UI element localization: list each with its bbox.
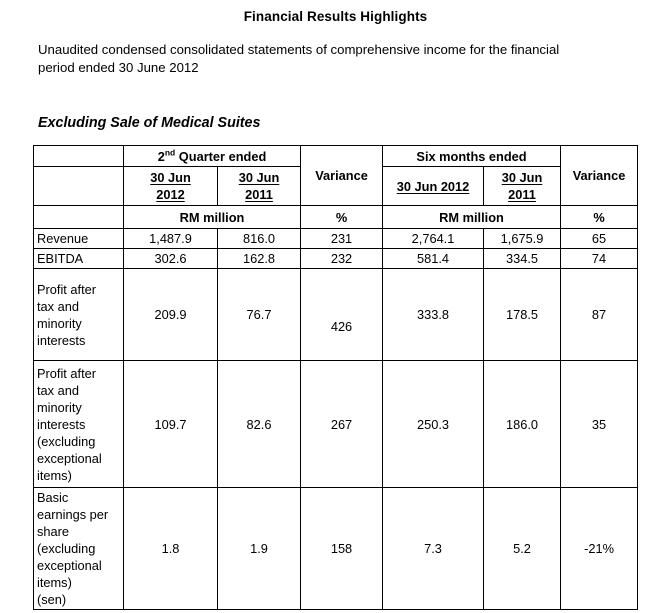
cell-value: 82.6 <box>216 360 302 488</box>
header-empty-cell <box>33 166 124 206</box>
row-label: Revenue <box>33 228 124 249</box>
table-header: 2nd Quarter ended Variance Six months en… <box>33 145 639 229</box>
cell-value: 426 <box>300 268 384 361</box>
intro-paragraph: Unaudited condensed consolidated stateme… <box>38 42 560 75</box>
cell-value: 2,764.1 <box>382 228 485 249</box>
table-row-basic-eps: Basic earnings per share (excluding exce… <box>33 487 639 610</box>
row-label: EBITDA <box>33 248 124 269</box>
financial-results-table: 2nd Quarter ended Variance Six months en… <box>33 145 639 610</box>
header-quarter-ended: 2nd Quarter ended <box>122 145 302 167</box>
cell-value: 76.7 <box>216 268 302 361</box>
header-empty-cell <box>33 145 124 167</box>
cell-value: 158 <box>300 487 384 610</box>
row-label: Profit after tax and minority interests … <box>33 360 124 488</box>
units-percent-six-months: % <box>560 205 639 229</box>
cell-value: 209.9 <box>123 268 218 361</box>
header-six-months-ended: Six months ended <box>382 145 562 167</box>
cell-value: 178.5 <box>483 268 562 361</box>
table-row-profit-after-tax: Profit after tax and minority interests … <box>33 268 639 361</box>
cell-value: 334.5 <box>483 248 562 269</box>
header-variance-six-months: Variance <box>560 145 639 206</box>
cell-value: 186.0 <box>483 360 562 488</box>
cell-value: 816.0 <box>216 228 302 249</box>
cell-value: 250.3 <box>382 360 485 488</box>
header-q-30jun2012: 30 Jun 2012 <box>123 166 218 206</box>
header-6m-30jun2012: 30 Jun 2012 <box>382 166 485 206</box>
cell-value: 7.3 <box>382 487 485 610</box>
cell-value: 1,487.9 <box>123 228 218 249</box>
row-label: Basic earnings per share (excluding exce… <box>33 487 124 610</box>
cell-value: 74 <box>560 248 639 269</box>
units-rm-million-six-months: RM million <box>382 205 562 229</box>
cell-value: -21% <box>560 487 639 610</box>
header-q-30jun2011: 30 Jun 2011 <box>216 166 302 206</box>
header-units-row: RM million % RM million % <box>33 205 639 229</box>
cell-value: 5.2 <box>483 487 562 610</box>
row-label: Profit after tax and minority interests <box>33 268 124 361</box>
units-percent-quarter: % <box>300 205 384 229</box>
cell-value: 1,675.9 <box>483 228 562 249</box>
header-group-row: 2nd Quarter ended Variance Six months en… <box>33 145 639 206</box>
page-title: Financial Results Highlights <box>243 9 428 24</box>
quarter-ordinal: nd <box>164 147 176 158</box>
cell-value: 87 <box>560 268 639 361</box>
header-6m-30jun2011: 30 Jun 2011 <box>483 166 562 206</box>
cell-value: 1.9 <box>216 487 302 610</box>
cell-value: 333.8 <box>382 268 485 361</box>
cell-value: 1.8 <box>123 487 218 610</box>
cell-value: 35 <box>560 360 639 488</box>
units-rm-million-quarter: RM million <box>122 205 302 229</box>
quarter-number: 2 <box>157 148 165 164</box>
cell-value: 65 <box>560 228 639 249</box>
cell-value: 109.7 <box>123 360 218 488</box>
table-row-revenue: Revenue 1,487.9 816.0 231 2,764.1 1,675.… <box>33 228 639 249</box>
table-body: Revenue 1,487.9 816.0 231 2,764.1 1,675.… <box>33 228 639 610</box>
cell-value: 581.4 <box>382 248 485 269</box>
header-variance-quarter: Variance <box>300 145 384 206</box>
cell-value: 162.8 <box>216 248 302 269</box>
table-row-ebitda: EBITDA 302.6 162.8 232 581.4 334.5 74 <box>33 248 639 269</box>
cell-value: 302.6 <box>123 248 218 269</box>
table-row-profit-after-tax-excluding: Profit after tax and minority interests … <box>33 360 639 488</box>
header-empty-cell <box>33 205 124 229</box>
cell-value: 267 <box>300 360 384 488</box>
cell-value: 231 <box>300 228 384 249</box>
section-heading: Excluding Sale of Medical Suites <box>38 115 261 131</box>
cell-value: 232 <box>300 248 384 269</box>
quarter-ended-label: Quarter ended <box>175 148 267 164</box>
